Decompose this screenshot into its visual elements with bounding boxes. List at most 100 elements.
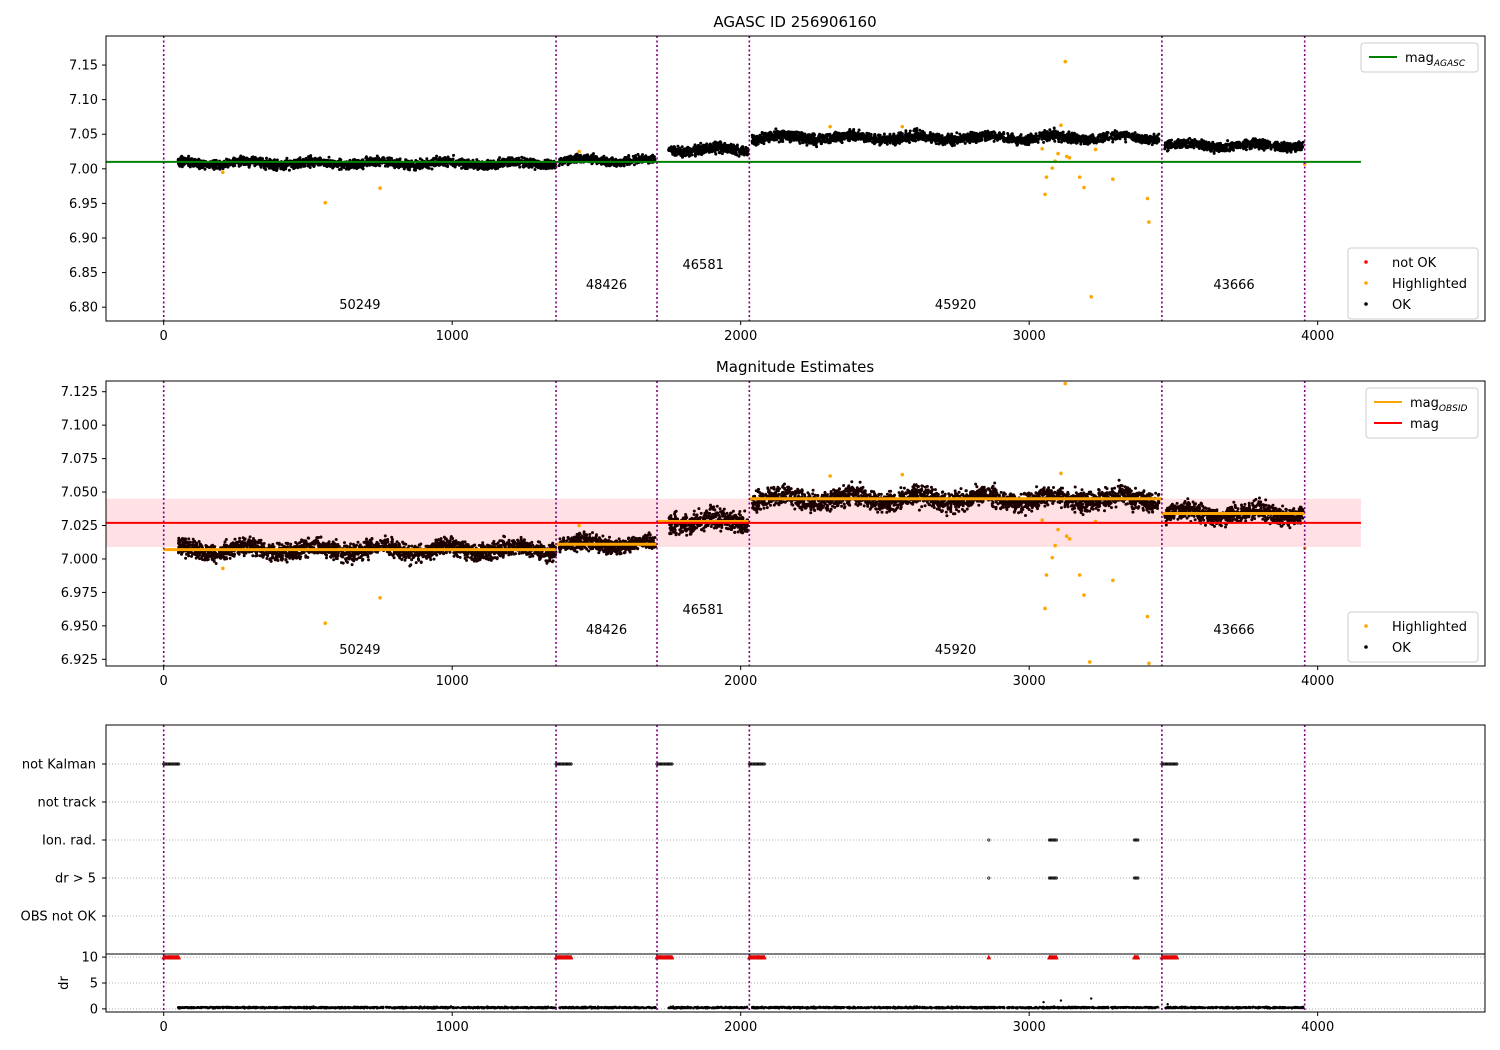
agasc-ok-point [1067, 130, 1071, 134]
agasc-ok-point [425, 157, 429, 161]
agasc-ok-point [373, 157, 377, 161]
agasc-ok-point [1133, 131, 1137, 135]
agasc-ok-point [247, 158, 251, 161]
agasc-ok-point [1124, 133, 1128, 137]
agasc-ok-point [682, 150, 685, 154]
agasc-ok-point [1036, 140, 1040, 144]
agasc-ok-point [510, 156, 514, 160]
agasc-ok-point [968, 141, 972, 145]
agasc-ok-point [221, 167, 225, 171]
agasc-ok-point [327, 164, 331, 167]
agasc-ok-point [1067, 133, 1071, 137]
agasc-ok-point [564, 158, 568, 162]
agasc-ok-point [788, 140, 792, 144]
agasc-ok-point [946, 132, 950, 136]
agasc-ok-point [483, 162, 487, 166]
agasc-ok-point [818, 132, 822, 136]
agasc-ok-point [577, 154, 581, 158]
agasc-ok-point [533, 168, 537, 171]
agasc-ok-point [259, 165, 263, 169]
agasc-ok-point [726, 148, 730, 152]
agasc-ok-point [216, 166, 220, 170]
agasc-ok-point [287, 168, 291, 172]
agasc-ok-point [332, 164, 336, 167]
agasc-ok-point [1042, 140, 1046, 144]
agasc-ok-point [414, 168, 417, 172]
agasc-ok-point [297, 157, 301, 161]
agasc-ok-point [636, 152, 640, 156]
agasc-ok-point [684, 154, 688, 158]
agasc-ok-point [716, 145, 720, 149]
agasc-ok-point [370, 163, 374, 167]
agasc-ok-point [475, 158, 479, 162]
agasc-ok-point [418, 164, 422, 168]
agasc-ok-point [1131, 138, 1135, 142]
agasc-ok-point [1157, 132, 1161, 136]
agasc-ok-point [950, 132, 954, 136]
agasc-ok-point [177, 157, 181, 161]
agasc-ok-point [551, 163, 555, 167]
agasc-ok-point [777, 140, 781, 144]
agasc-ok-point [432, 156, 436, 160]
agasc-ok-point [274, 167, 278, 171]
agasc-ok-point [460, 166, 464, 170]
agasc-ok-point [352, 166, 356, 170]
agasc-ok-point [366, 157, 370, 161]
agasc-ok-point [714, 152, 718, 156]
agasc-ok-point [1052, 126, 1056, 130]
agasc-ok-point [574, 157, 578, 161]
agasc-ok-point [357, 164, 361, 168]
agasc-ok-point [680, 154, 684, 157]
agasc-ok-point [713, 145, 717, 149]
agasc-ok-point [1071, 133, 1075, 137]
agasc-ok-point [897, 131, 901, 135]
agasc-ok-point [528, 157, 532, 161]
agasc-ok-point [425, 165, 429, 169]
agasc-ok-point [592, 152, 595, 156]
agasc-ok-point [476, 166, 479, 169]
agasc-ok-point [677, 149, 681, 153]
agasc-ok-point [1053, 129, 1057, 133]
agasc-ok-point [518, 165, 522, 169]
agasc-ok-point [570, 155, 573, 159]
agasc-ok-point [688, 154, 692, 157]
agasc-ok-point [622, 164, 626, 168]
agasc-ok-point [510, 162, 514, 166]
agasc-ok-point [187, 154, 191, 158]
agasc-ok-point [435, 154, 439, 158]
agasc-ok-point [670, 150, 674, 154]
agasc-ok-point [1076, 136, 1080, 140]
agasc-ok-point [284, 163, 288, 167]
agasc-ok-point [274, 162, 278, 166]
agasc-ok-point [369, 157, 372, 161]
agasc-ok-point [239, 154, 243, 158]
agasc-ok-point [492, 165, 496, 169]
agasc-ok-point [912, 129, 916, 133]
agasc-ok-point [557, 164, 561, 168]
agasc-ok-point [882, 132, 886, 136]
agasc-ok-point [441, 157, 445, 161]
agasc-ok-point [390, 163, 394, 166]
agasc-ok-point [876, 140, 880, 144]
agasc-ok-point [720, 145, 724, 149]
agasc-ok-point [180, 154, 184, 158]
agasc-ok-point [1108, 135, 1112, 139]
agasc-ok-point [740, 149, 744, 153]
agasc-ok-point [922, 136, 925, 140]
agasc-ok-point [265, 156, 268, 160]
agasc-ok-point [735, 147, 738, 151]
agasc-ok-point [817, 137, 821, 141]
agasc-ok-point [1079, 142, 1083, 146]
agasc-ok-point [383, 164, 387, 168]
agasc-ok-point [566, 162, 570, 166]
agasc-ok-point [738, 152, 742, 156]
agasc-ok-point [686, 146, 689, 150]
agasc-ok-point [262, 166, 266, 170]
agasc-ok-point [434, 157, 438, 161]
agasc-ok-point [594, 155, 597, 158]
agasc-ok-point [623, 156, 627, 160]
agasc-ok-point [210, 162, 214, 166]
agasc-ok-point [524, 164, 528, 168]
agasc-ok-point [191, 164, 195, 168]
agasc-ok-point [686, 150, 690, 154]
